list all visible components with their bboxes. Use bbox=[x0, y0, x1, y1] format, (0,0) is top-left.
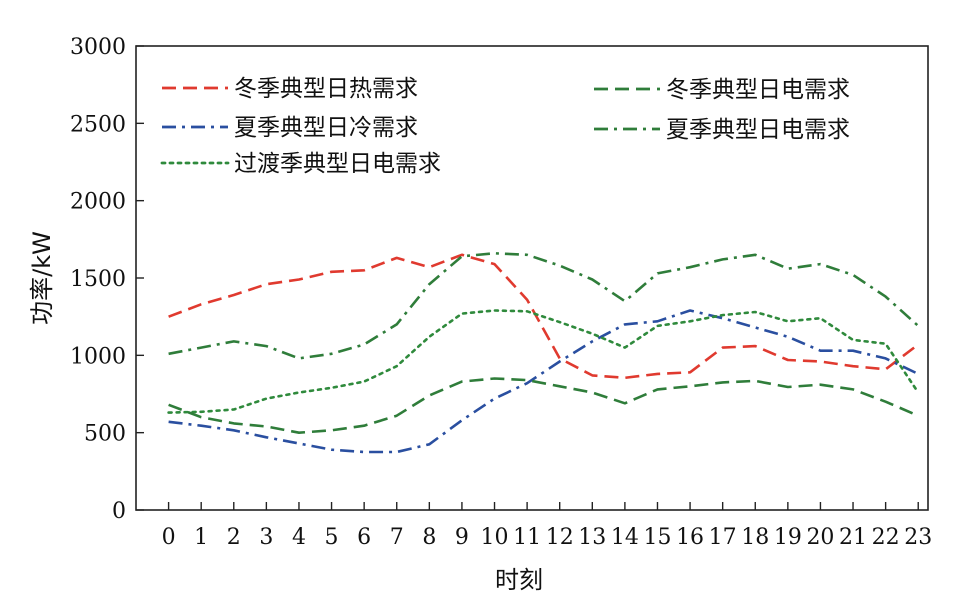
x-tick-label: 21 bbox=[839, 525, 867, 550]
legend-label-3: 冬季典型日电需求 bbox=[666, 77, 850, 103]
x-tick-label: 1 bbox=[194, 525, 208, 550]
x-tick-label: 22 bbox=[872, 525, 900, 550]
legend-label-1: 夏季典型日冷需求 bbox=[234, 115, 418, 141]
x-tick-label: 15 bbox=[643, 525, 671, 550]
x-tick-label: 23 bbox=[904, 525, 932, 550]
x-tick-label: 14 bbox=[611, 525, 639, 550]
series-line-3 bbox=[168, 377, 919, 435]
x-tick-label: 9 bbox=[455, 525, 469, 550]
y-tick-label: 1500 bbox=[70, 267, 126, 292]
y-tick-label: 0 bbox=[112, 499, 126, 524]
x-tick-label: 11 bbox=[513, 525, 541, 550]
x-tick-label: 20 bbox=[806, 525, 834, 550]
x-tick-label: 6 bbox=[357, 525, 371, 550]
x-tick-label: 13 bbox=[578, 525, 606, 550]
x-tick-label: 2 bbox=[227, 525, 241, 550]
x-tick-label: 12 bbox=[546, 525, 574, 550]
y-axis-title: 功率/kW bbox=[28, 231, 56, 325]
legend-label-0: 冬季典型日热需求 bbox=[234, 76, 418, 102]
x-tick-label: 7 bbox=[390, 525, 404, 550]
legend-label-2: 过渡季典型日电需求 bbox=[234, 151, 441, 177]
x-tick-label: 0 bbox=[162, 525, 176, 550]
series-line-4 bbox=[168, 252, 920, 360]
y-tick-label: 2500 bbox=[70, 112, 126, 137]
x-tick-label: 17 bbox=[709, 525, 737, 550]
y-tick-label: 500 bbox=[84, 422, 126, 447]
series-line-2 bbox=[167, 309, 920, 414]
x-tick-label: 16 bbox=[676, 525, 704, 550]
y-tick-label: 2000 bbox=[70, 190, 126, 215]
x-tick-label: 10 bbox=[481, 525, 509, 550]
x-tick-label: 8 bbox=[422, 525, 436, 550]
x-tick-label: 3 bbox=[259, 525, 273, 550]
x-tick-label: 4 bbox=[292, 525, 306, 550]
x-axis-title: 时刻 bbox=[495, 566, 543, 594]
series-line-0 bbox=[168, 253, 919, 380]
y-tick-label: 3000 bbox=[70, 35, 126, 60]
x-tick-label: 18 bbox=[741, 525, 769, 550]
x-tick-label: 19 bbox=[774, 525, 802, 550]
y-tick-label: 1000 bbox=[70, 344, 126, 369]
x-tick-label: 5 bbox=[325, 525, 339, 550]
series-line-1 bbox=[168, 309, 919, 454]
legend-label-4: 夏季典型日电需求 bbox=[666, 117, 850, 143]
series-lines bbox=[167, 252, 920, 454]
